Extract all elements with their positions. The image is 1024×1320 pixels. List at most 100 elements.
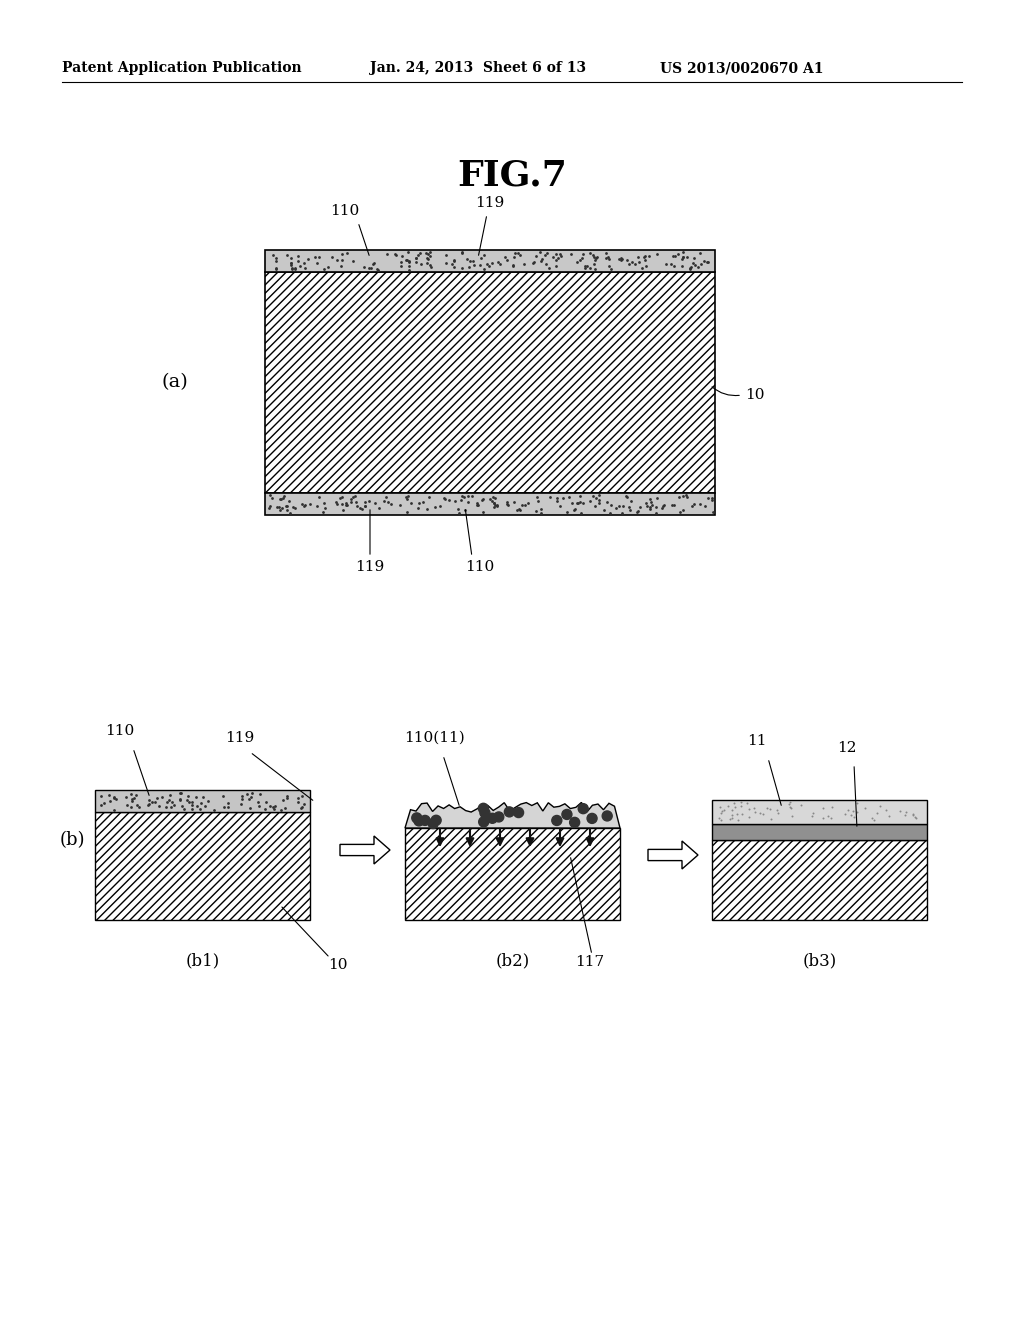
Point <box>462 249 478 271</box>
Point <box>454 242 470 263</box>
Point <box>586 247 602 268</box>
Point <box>343 491 359 512</box>
Point <box>552 243 568 264</box>
Point <box>388 244 404 265</box>
Point <box>188 795 205 816</box>
Point <box>172 783 188 804</box>
Point <box>492 253 508 275</box>
Point <box>242 797 258 818</box>
Circle shape <box>569 817 580 828</box>
Point <box>614 248 631 269</box>
Point <box>630 247 646 268</box>
Point <box>627 253 643 275</box>
Circle shape <box>480 808 489 818</box>
Point <box>271 488 288 510</box>
Point <box>843 805 859 826</box>
Point <box>386 244 402 265</box>
Point <box>588 247 604 268</box>
Point <box>686 248 702 269</box>
Point <box>599 492 615 513</box>
Point <box>531 242 548 263</box>
Text: Patent Application Publication: Patent Application Publication <box>62 61 302 75</box>
Circle shape <box>478 804 488 813</box>
Point <box>302 494 318 515</box>
Point <box>497 247 513 268</box>
Point <box>675 500 691 521</box>
Point <box>905 804 922 825</box>
Point <box>294 494 310 515</box>
Point <box>732 796 749 817</box>
Point <box>532 503 549 524</box>
Point <box>419 252 435 273</box>
Point <box>345 486 361 507</box>
Point <box>101 791 118 812</box>
Point <box>284 259 300 280</box>
Point <box>366 252 382 273</box>
Point <box>401 252 418 273</box>
Point <box>270 496 287 517</box>
Point <box>506 491 522 512</box>
Point <box>537 244 553 265</box>
Point <box>154 787 170 808</box>
Point <box>412 242 428 263</box>
Point <box>587 249 603 271</box>
Point <box>738 792 755 813</box>
Point <box>822 808 839 829</box>
Point <box>684 495 700 516</box>
Point <box>345 251 361 272</box>
Point <box>840 800 856 821</box>
Point <box>485 496 502 517</box>
Point <box>415 492 431 513</box>
Point <box>118 787 134 808</box>
Point <box>274 789 291 810</box>
Point <box>440 490 457 511</box>
Point <box>524 252 541 273</box>
Point <box>294 785 310 807</box>
Point <box>611 248 628 269</box>
Point <box>279 499 295 520</box>
Point <box>575 492 592 513</box>
Circle shape <box>431 816 441 825</box>
Point <box>108 788 124 809</box>
Point <box>732 792 749 813</box>
Point <box>538 253 554 275</box>
Point <box>649 243 666 264</box>
Point <box>141 793 158 814</box>
Point <box>105 788 122 809</box>
Point <box>705 502 721 523</box>
Point <box>398 249 415 271</box>
Point <box>563 244 580 265</box>
Point <box>519 492 536 513</box>
Point <box>712 796 728 817</box>
Polygon shape <box>340 836 390 865</box>
Point <box>648 502 665 523</box>
Point <box>577 256 593 277</box>
Point <box>499 492 515 513</box>
Text: 12: 12 <box>838 741 857 755</box>
Point <box>569 492 586 513</box>
Point <box>713 809 729 830</box>
Point <box>499 491 515 512</box>
Point <box>505 255 521 276</box>
Point <box>622 499 638 520</box>
Point <box>290 787 306 808</box>
Point <box>461 486 477 507</box>
Point <box>179 785 196 807</box>
Point <box>618 249 635 271</box>
Point <box>362 257 379 279</box>
Point <box>200 791 216 812</box>
Point <box>582 243 598 264</box>
Point <box>507 242 523 263</box>
Point <box>846 807 862 828</box>
Point <box>403 492 420 513</box>
Point <box>398 502 415 523</box>
Point <box>184 799 201 820</box>
Point <box>347 486 364 507</box>
Point <box>378 486 394 507</box>
Point <box>759 797 775 818</box>
Point <box>740 799 757 820</box>
Point <box>454 257 470 279</box>
Point <box>339 495 355 516</box>
Point <box>601 248 617 269</box>
Point <box>423 257 439 279</box>
